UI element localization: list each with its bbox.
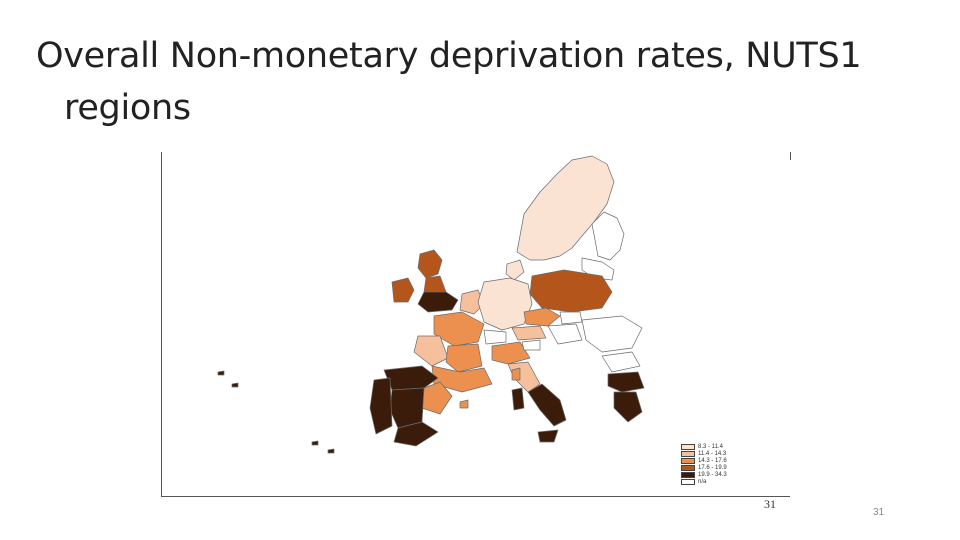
region-scotland: [417, 249, 443, 279]
region-greece-north: [607, 371, 645, 393]
map-legend: 8.3 - 11.4 11.4 - 14.3 14.3 - 17.6 17.6 …: [681, 443, 727, 485]
region-scandinavia: [516, 155, 615, 261]
legend-item: n/a: [681, 478, 727, 485]
legend-item: 14.3 - 17.6: [681, 457, 727, 464]
legend-label: 17.6 - 19.9: [698, 464, 727, 471]
legend-swatch: [681, 450, 695, 457]
region-czech: [523, 307, 561, 327]
region-denmark: [505, 259, 525, 281]
region-azores: [217, 370, 239, 388]
legend-swatch: [681, 457, 695, 464]
legend-swatch: [681, 471, 695, 478]
region-greece-south: [613, 391, 643, 423]
legend-item: 19.9 - 34.3: [681, 471, 727, 478]
map-page-number: 31: [764, 497, 776, 511]
region-italy-north: [491, 341, 531, 365]
region-germany: [477, 277, 533, 331]
region-austria: [511, 325, 547, 341]
europe-map: [161, 152, 791, 497]
legend-label: 19.9 - 34.3: [698, 471, 727, 478]
region-benelux: [459, 289, 485, 315]
region-slovakia: [559, 311, 583, 325]
region-italy-south: [527, 383, 567, 427]
legend-label: n/a: [698, 478, 707, 485]
region-hungary: [547, 323, 583, 345]
region-portugal: [369, 377, 393, 435]
region-spain-center: [389, 387, 425, 429]
region-slovenia: [521, 339, 541, 351]
legend-item: 8.3 - 11.4: [681, 443, 727, 450]
slide-title: Overall Non-monetary deprivation rates, …: [36, 30, 916, 134]
legend-item: 17.6 - 19.9: [681, 464, 727, 471]
region-canary: [311, 440, 335, 454]
region-bulgaria: [601, 351, 641, 373]
legend-swatch: [681, 464, 695, 471]
legend-item: 11.4 - 14.3: [681, 450, 727, 457]
region-ireland: [391, 277, 415, 303]
region-france-north: [433, 311, 485, 347]
title-line-1: Overall Non-monetary deprivation rates, …: [36, 36, 862, 76]
slide-number: 31: [873, 507, 885, 518]
region-france-west: [413, 335, 449, 367]
region-france-center: [445, 343, 483, 373]
legend-swatch: [681, 478, 695, 485]
region-poland: [529, 269, 613, 313]
region-spain-south: [393, 421, 439, 447]
region-sicily: [537, 429, 559, 443]
region-finland: [591, 211, 625, 261]
region-sardinia: [511, 387, 525, 411]
region-corsica: [511, 367, 521, 381]
legend-label: 8.3 - 11.4: [698, 443, 723, 450]
region-balearic: [459, 399, 469, 409]
legend-swatch: [681, 443, 695, 450]
legend-label: 14.3 - 17.6: [698, 457, 727, 464]
region-england-south: [417, 291, 459, 313]
map-canvas: [217, 155, 645, 454]
region-switzerland: [483, 329, 507, 345]
region-romania: [581, 315, 643, 353]
title-line-2: regions: [64, 88, 191, 128]
legend-label: 11.4 - 14.3: [698, 450, 727, 457]
